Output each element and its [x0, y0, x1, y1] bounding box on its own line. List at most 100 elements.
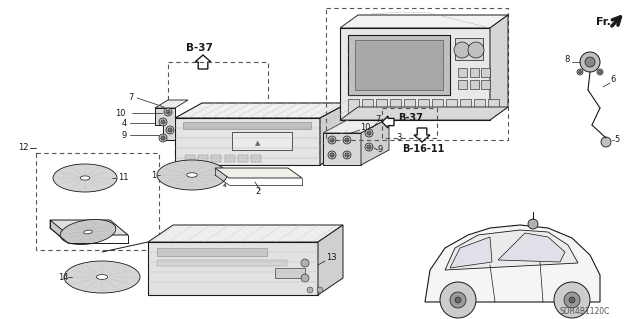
Circle shape: [168, 128, 172, 132]
Text: 10: 10: [115, 108, 125, 117]
Bar: [36, 153, 159, 250]
Bar: [198, 155, 208, 162]
Polygon shape: [155, 108, 175, 140]
Polygon shape: [425, 225, 600, 302]
Text: Fr.: Fr.: [596, 17, 611, 27]
Circle shape: [455, 297, 461, 303]
Bar: [470, 80, 479, 89]
Polygon shape: [445, 230, 578, 270]
Polygon shape: [148, 242, 318, 295]
Bar: [376, 99, 387, 113]
Bar: [458, 80, 467, 89]
Circle shape: [343, 136, 351, 144]
Bar: [460, 99, 471, 113]
Bar: [404, 99, 415, 113]
Bar: [488, 99, 499, 113]
Bar: [355, 40, 443, 90]
Ellipse shape: [157, 160, 227, 190]
Polygon shape: [382, 116, 394, 128]
Circle shape: [166, 110, 170, 114]
Circle shape: [166, 126, 174, 134]
Circle shape: [345, 138, 349, 142]
Polygon shape: [498, 233, 565, 262]
Polygon shape: [450, 237, 492, 268]
Polygon shape: [340, 15, 508, 28]
Circle shape: [328, 151, 336, 159]
Text: B-37: B-37: [186, 43, 213, 53]
Bar: [326, 8, 508, 140]
Bar: [446, 99, 457, 113]
Text: 14: 14: [58, 272, 68, 281]
Circle shape: [159, 134, 167, 142]
Circle shape: [585, 57, 595, 67]
Ellipse shape: [187, 173, 197, 177]
Bar: [275, 268, 305, 278]
Ellipse shape: [64, 261, 140, 293]
Circle shape: [528, 219, 538, 229]
Circle shape: [330, 153, 334, 157]
Circle shape: [579, 70, 582, 73]
Bar: [323, 133, 361, 165]
Bar: [348, 99, 359, 113]
Circle shape: [564, 292, 580, 308]
Bar: [382, 108, 437, 138]
Polygon shape: [361, 118, 389, 165]
Text: 9: 9: [378, 145, 383, 154]
Circle shape: [601, 137, 611, 147]
Text: 7: 7: [128, 93, 133, 101]
Circle shape: [164, 108, 172, 116]
Polygon shape: [215, 168, 302, 178]
Bar: [168, 62, 268, 117]
Bar: [225, 155, 235, 162]
Bar: [238, 155, 248, 162]
Bar: [418, 99, 429, 113]
Text: 13: 13: [326, 254, 337, 263]
Text: B-37: B-37: [398, 113, 423, 123]
Circle shape: [450, 292, 466, 308]
Ellipse shape: [60, 219, 116, 244]
Polygon shape: [175, 103, 348, 118]
Polygon shape: [490, 15, 508, 120]
Text: 6: 6: [610, 76, 616, 85]
Polygon shape: [414, 128, 430, 142]
Polygon shape: [348, 35, 450, 95]
Text: ▲: ▲: [255, 140, 260, 146]
Polygon shape: [50, 220, 128, 235]
Text: 12: 12: [18, 144, 29, 152]
Circle shape: [307, 287, 313, 293]
Text: 9: 9: [122, 130, 127, 139]
Bar: [183, 122, 311, 129]
Circle shape: [454, 42, 470, 58]
Circle shape: [301, 259, 309, 267]
Bar: [458, 68, 467, 77]
Text: 2: 2: [255, 188, 260, 197]
Circle shape: [365, 143, 373, 151]
Circle shape: [440, 282, 476, 318]
Bar: [470, 68, 479, 77]
Text: B-16-11: B-16-11: [402, 144, 444, 154]
Circle shape: [367, 145, 371, 149]
Circle shape: [161, 120, 165, 124]
Circle shape: [365, 129, 373, 137]
Bar: [390, 99, 401, 113]
Bar: [157, 248, 267, 256]
Circle shape: [330, 138, 334, 142]
Bar: [185, 155, 195, 162]
Polygon shape: [320, 103, 348, 165]
Bar: [211, 155, 221, 162]
Text: ▲: ▲: [222, 182, 228, 188]
Circle shape: [367, 131, 371, 135]
Text: 5: 5: [614, 136, 620, 145]
Bar: [481, 68, 490, 77]
Polygon shape: [340, 28, 490, 120]
Ellipse shape: [80, 176, 90, 180]
Ellipse shape: [84, 230, 92, 234]
Bar: [474, 99, 485, 113]
Text: SDR4B1120C: SDR4B1120C: [560, 307, 611, 315]
Text: 4: 4: [122, 118, 127, 128]
Text: 7: 7: [375, 115, 380, 124]
Polygon shape: [318, 225, 343, 295]
Text: 8: 8: [564, 56, 570, 64]
Polygon shape: [340, 107, 508, 120]
Circle shape: [159, 118, 167, 126]
